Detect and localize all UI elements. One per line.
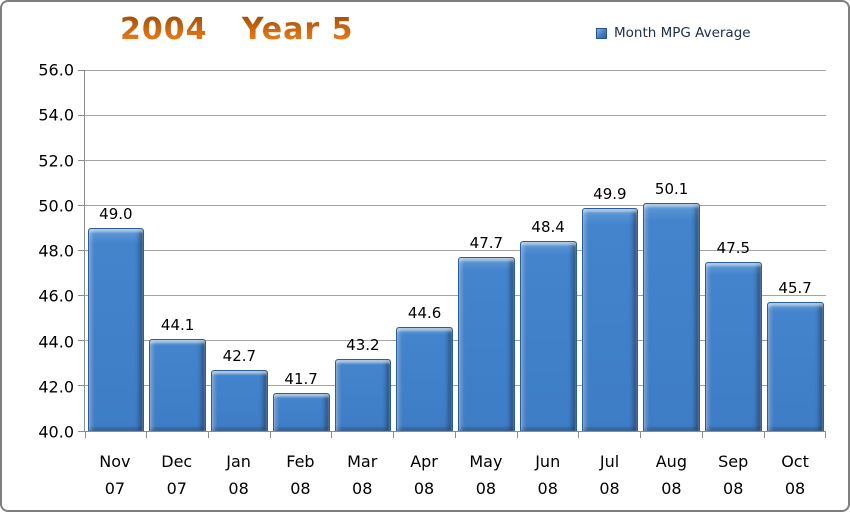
bar-value-label: 50.1 [654,180,689,199]
bar-value-label: 45.7 [778,279,812,298]
gridline [85,159,826,161]
bar [211,370,268,431]
x-axis-tick [393,431,395,438]
bar [705,261,762,431]
bar-cell: 44.1 [147,70,209,431]
bar-value-label: 47.5 [716,238,751,257]
bar [334,358,392,431]
y-axis-tick-label: 46.0 [38,286,74,306]
bar-value-label: 48.4 [531,218,565,237]
gridline [85,69,826,71]
plot-area: 49.0 44.1 42.7 41.7 43.2 44.6 47.7 48.4 49.9 50.1… [78,69,826,438]
y-axis-tick [78,114,85,116]
bar [396,327,453,431]
x-axis-category-label: Nov 07 [99,452,131,498]
x-axis-category-label: Oct 08 [781,452,809,498]
chart-title: 2004 Year 5 [120,12,354,47]
bar-value-label: 41.7 [284,369,318,388]
bar-value-label: 43.2 [346,335,380,354]
bar-value-label: 44.1 [160,315,195,334]
bar-cell: 47.7 [456,70,518,431]
x-axis-category-label: Apr 08 [410,452,438,498]
y-axis-tick-label: 52.0 [38,151,74,170]
x-axis-tick [640,431,642,438]
gridline [85,250,826,251]
bar-value-label: 44.6 [407,304,442,323]
bar-cell: 47.5 [703,70,765,431]
x-axis-tick [207,431,209,438]
y-axis-tick-label: 48.0 [38,241,74,261]
x-axis-tick [578,431,580,438]
x-axis-tick [269,431,271,438]
gridline [85,385,826,387]
y-axis-tick [78,250,85,251]
bar-cell: 44.6 [394,70,456,431]
x-axis-category-label: Feb 08 [286,452,315,498]
bar [519,241,577,431]
bar-cell: 41.7 [270,70,332,431]
bar-cell: 49.0 [85,70,147,431]
x-axis-category-label: Mar 08 [347,452,378,498]
x-axis-tick [825,431,826,438]
bar [149,338,206,431]
gridline [85,204,826,206]
x-axis-category-label: Jul 08 [599,452,620,498]
y-axis-tick [78,69,85,71]
bar [272,392,330,431]
bar [766,302,824,431]
bar-value-label: 49.9 [593,184,627,203]
x-axis-category-label: Jan 08 [226,452,251,498]
bar-cell: 49.9 [579,70,641,431]
gridline [85,340,826,342]
x-axis-tick [146,431,148,438]
x-axis-category-label: Sep 08 [718,452,749,498]
bar-cell: 43.2 [332,70,394,431]
y-axis-labels: 56.0 54.0 52.0 50.0 48.0 46.0 44.0 42.0 40.0 [2,61,74,442]
legend-series-label: Month MPG Average [614,25,751,41]
gridline [85,114,826,116]
bar-series: 49.0 44.1 42.7 41.7 43.2 44.6 47.7 48.4 49.9 50.1… [85,70,826,431]
bar-cell: 45.7 [764,70,826,431]
bar [87,227,145,431]
bar-cell: 48.4 [517,70,579,431]
x-axis-category-label: Aug 08 [655,452,687,498]
bar-value-label: 42.7 [222,347,257,366]
y-axis-tick [78,385,85,387]
y-axis-tick-label: 54.0 [38,105,74,125]
y-axis-tick-label: 50.0 [38,196,74,216]
y-axis-tick [78,295,85,297]
bar-cell: 42.7 [209,70,271,431]
legend-series-marker-icon [596,27,607,39]
x-axis-tick [516,431,518,438]
y-axis-tick [78,430,85,432]
bar-value-label: 47.7 [469,234,504,253]
y-axis-tick-label: 40.0 [38,422,74,442]
bar [458,257,515,431]
y-axis-tick [78,159,85,161]
x-axis-category-label: Jun 08 [535,452,561,498]
bar-value-label: 49.0 [99,204,133,223]
legend: Month MPG Average [596,25,751,41]
gridline [85,295,826,297]
y-axis-tick-label: 44.0 [38,332,74,351]
bar [581,207,639,431]
x-axis-category-label: Dec 07 [161,452,193,498]
y-axis-tick [78,204,85,206]
x-axis-tick [331,431,333,438]
y-axis-tick-label: 56.0 [38,60,74,80]
x-axis-labels: Nov 07 Dec 07 Jan 08 Feb 08 Mar 08 Apr 08 May … [84,448,826,502]
y-axis-tick [78,340,85,342]
x-axis-tick [702,431,703,438]
x-axis-tick [455,431,456,438]
x-axis-tick [763,431,765,438]
x-axis-tick [84,431,86,438]
x-axis-category-label: May 08 [469,452,503,498]
bar-cell: 50.1 [641,70,703,431]
bar [643,203,700,431]
y-axis-tick-label: 42.0 [38,377,74,397]
